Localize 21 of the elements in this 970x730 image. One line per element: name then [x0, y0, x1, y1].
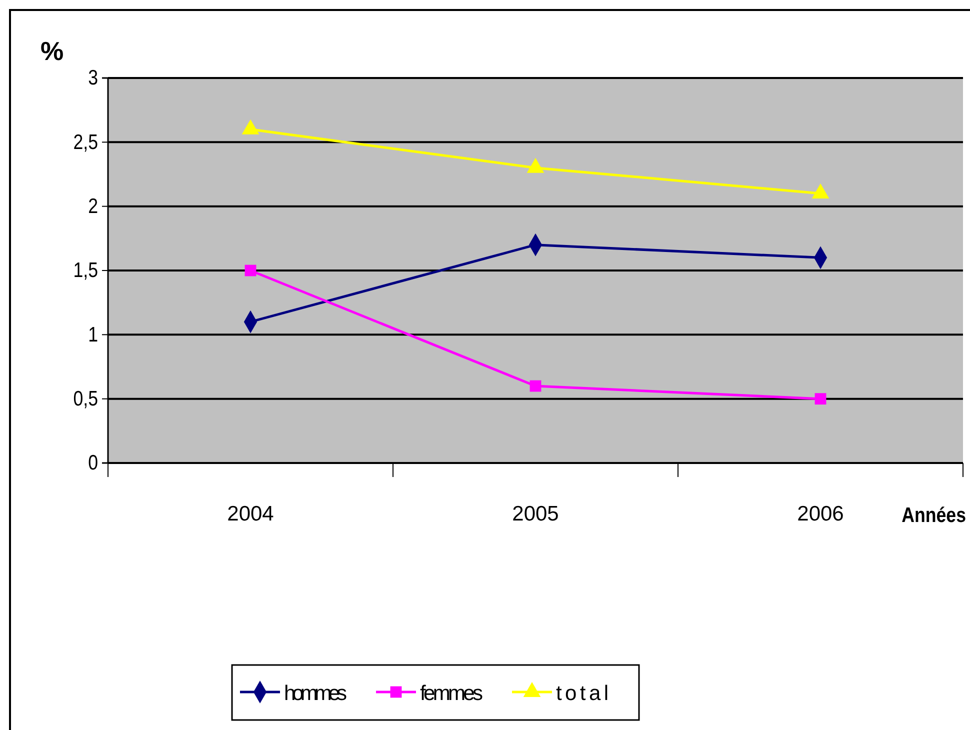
y-axis-title: %: [40, 36, 64, 66]
point: [530, 380, 542, 392]
y-tick-label: 0,5: [73, 387, 98, 411]
point: [526, 158, 544, 173]
point: [242, 119, 260, 134]
legend-label: hommes: [284, 682, 347, 705]
point: [244, 264, 256, 276]
y-tick-label: 2: [88, 194, 98, 218]
y-tick-label: 1,5: [73, 258, 98, 283]
x-tick-label: 2005: [512, 502, 559, 526]
legend-label: femmes: [420, 682, 483, 705]
legend-label: total: [556, 682, 608, 705]
y-tick-label: 1: [88, 323, 98, 347]
y-tick-label: 3: [88, 66, 98, 90]
x-tick-label: 2006: [797, 502, 844, 526]
x-axis-title: Années: [902, 504, 966, 528]
x-tick-label: 2004: [227, 502, 274, 526]
y-tick-label: 2,5: [73, 130, 98, 154]
y-tick-label: 0: [88, 451, 98, 476]
point: [812, 183, 830, 198]
point: [814, 393, 826, 405]
